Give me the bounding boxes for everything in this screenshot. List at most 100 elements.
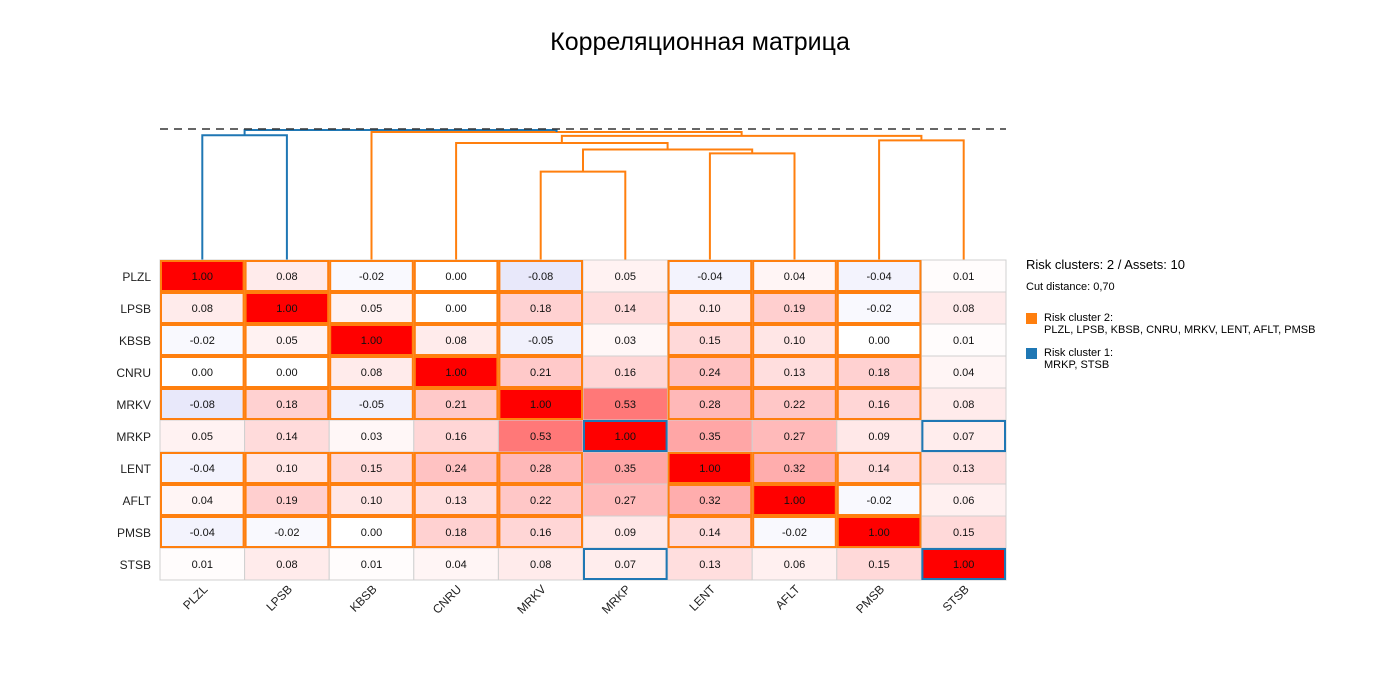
heatmap-cell: 0.04 <box>413 547 499 581</box>
heatmap-cell-value: 0.08 <box>953 303 974 315</box>
heatmap-cell-rect <box>244 387 330 421</box>
heatmap-cell: -0.08 <box>159 387 246 421</box>
heatmap-cell: 0.07 <box>920 419 1007 453</box>
heatmap-cell: 0.14 <box>582 291 669 325</box>
heatmap-cell: 1.00 <box>413 355 499 389</box>
legend-entry-title: Risk cluster 2: <box>1044 312 1114 324</box>
heatmap-cell: 0.24 <box>413 451 499 485</box>
heatmap-cell-value: 0.22 <box>784 399 805 411</box>
heatmap-cell: 0.35 <box>582 451 669 485</box>
heatmap-cell-value: 0.08 <box>445 335 466 347</box>
legend-summary: Risk clusters: 2 / Assets: 10 <box>1026 257 1185 272</box>
heatmap-cell: 0.18 <box>836 355 922 389</box>
heatmap-cell: 0.00 <box>413 259 499 293</box>
cluster-cell-outline <box>836 260 922 292</box>
legend-entry-title: Risk cluster 1: <box>1044 347 1114 359</box>
legend-entry-cluster-1: Risk cluster 1: MRKP, STSB <box>1026 347 1315 371</box>
heatmap-cell-value: 0.09 <box>868 431 889 443</box>
cluster-cell-outline <box>498 388 583 420</box>
heatmap-cell: -0.04 <box>159 515 246 549</box>
cluster-cell-outline <box>160 452 245 484</box>
heatmap-cell-rect <box>582 515 669 549</box>
cluster-cell-outline <box>244 484 330 516</box>
heatmap-cell: 0.04 <box>159 483 246 517</box>
heatmap-cell: 0.04 <box>751 259 838 293</box>
cluster-cell-outline <box>329 324 414 356</box>
cluster-cell-outline <box>413 452 499 484</box>
heatmap-cell: 0.18 <box>497 291 584 325</box>
heatmap-cell-value: -0.05 <box>359 399 384 411</box>
heatmap-cell-rect <box>582 291 669 325</box>
heatmap-cell: 1.00 <box>751 483 838 517</box>
heatmap-cell: 0.13 <box>920 451 1007 485</box>
heatmap-cell-value: 0.01 <box>192 559 213 571</box>
cluster-cell-outline <box>667 388 753 420</box>
heatmap-cell-rect <box>920 387 1007 421</box>
heatmap-cell: 1.00 <box>836 515 922 549</box>
heatmap-cell: 0.09 <box>582 515 669 549</box>
column-labels: PLZL LPSB KBSB CNRU MRKV MRKP LENT AFLT PMSB STSB <box>180 582 972 617</box>
cluster-cell-outline <box>498 324 583 356</box>
heatmap-cell-rect <box>582 387 669 421</box>
dendrogram-link <box>455 142 669 260</box>
heatmap-cell: 0.01 <box>920 323 1007 357</box>
heatmap-cell-value: 0.14 <box>868 463 889 475</box>
heatmap-cell-value: -0.08 <box>190 399 215 411</box>
heatmap-cell: 0.16 <box>836 387 922 421</box>
heatmap-cell: 0.08 <box>920 387 1007 421</box>
heatmap-cell-value: 1.00 <box>868 527 889 539</box>
heatmap-cell-value: 0.18 <box>530 303 551 315</box>
heatmap-cell: 0.08 <box>920 291 1007 325</box>
cluster-cell-outline <box>752 452 837 484</box>
heatmap-cell-value: 0.00 <box>361 527 382 539</box>
heatmap-cell: 0.16 <box>582 355 669 389</box>
cluster-cell-outline <box>413 388 499 420</box>
cluster-cell-outline <box>752 292 837 324</box>
heatmap-cell-rect <box>159 419 246 453</box>
cluster-cell-outline <box>329 356 414 388</box>
heatmap-cell: 0.32 <box>751 451 838 485</box>
heatmap-cell-value: 0.04 <box>192 495 213 507</box>
heatmap-cell-rect <box>413 547 499 581</box>
column-label: CNRU <box>430 582 464 616</box>
heatmap-cell-value: -0.02 <box>867 495 892 507</box>
column-label: PLZL <box>180 582 210 612</box>
heatmap-cell: 0.21 <box>497 355 584 389</box>
cluster-cell-outline <box>413 484 499 516</box>
cluster-cell-outline <box>752 516 837 548</box>
heatmap-cell-value: 0.16 <box>445 431 466 443</box>
heatmap-cell-value: 0.01 <box>361 559 382 571</box>
heatmap-cell: 0.19 <box>244 483 330 517</box>
heatmap-cell-rect <box>582 259 669 293</box>
heatmap-cell-value: 0.24 <box>445 463 466 475</box>
heatmap-cell-value: 0.35 <box>699 431 720 443</box>
heatmap-cell: 0.00 <box>244 355 330 389</box>
row-label: PLZL <box>122 270 151 284</box>
heatmap-cell: 1.00 <box>582 419 669 453</box>
cluster-cell-outline <box>498 356 583 388</box>
heatmap-cell: 0.05 <box>159 419 246 453</box>
cluster-cell-outline <box>413 260 499 292</box>
heatmap-cell-value: -0.04 <box>190 463 215 475</box>
heatmap-cell: -0.05 <box>497 323 584 357</box>
row-label: MRKP <box>116 430 151 444</box>
heatmap-cell: 0.28 <box>497 451 584 485</box>
heatmap-cell: -0.02 <box>751 515 838 549</box>
heatmap-cell-rect <box>413 387 499 421</box>
cluster-cell-outline <box>498 484 583 516</box>
heatmap-cell-value: 1.00 <box>784 495 805 507</box>
dendrogram-link <box>370 130 743 260</box>
cluster-cell-outline <box>244 516 330 548</box>
cluster-cell-outline <box>667 324 753 356</box>
heatmap-cell-value: 0.21 <box>445 399 466 411</box>
heatmap-cell-rect <box>244 291 330 325</box>
cluster-cell-outline <box>583 548 668 580</box>
heatmap-cell-value: 0.35 <box>615 463 636 475</box>
heatmap-cell: 0.00 <box>413 291 499 325</box>
heatmap-cell-value: 0.06 <box>953 495 974 507</box>
heatmap-cell: -0.04 <box>159 451 246 485</box>
heatmap-cell-rect <box>159 387 246 421</box>
heatmap-cell-value: 0.09 <box>615 527 636 539</box>
heatmap-cell-value: 0.08 <box>276 559 297 571</box>
heatmap-cell-value: 0.15 <box>953 527 974 539</box>
